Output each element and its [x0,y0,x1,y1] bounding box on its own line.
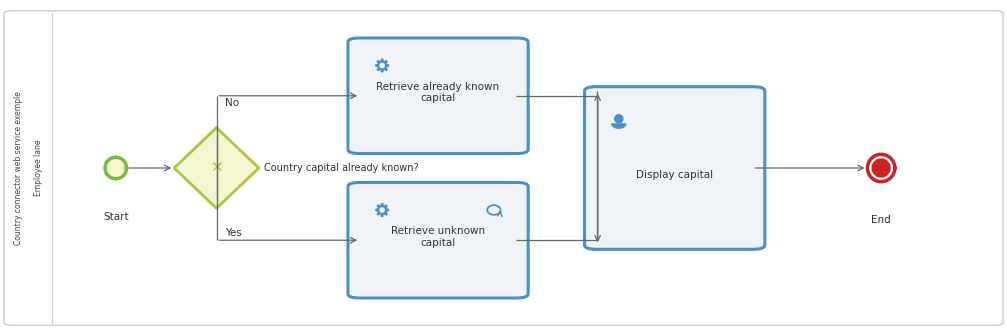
Text: Yes: Yes [225,228,242,239]
Text: ✕: ✕ [210,161,223,175]
Polygon shape [380,64,385,68]
Text: End: End [871,215,891,225]
FancyBboxPatch shape [348,38,528,154]
Text: Country capital already known?: Country capital already known? [264,163,419,173]
Polygon shape [614,115,623,123]
Polygon shape [105,157,127,179]
Polygon shape [376,59,389,72]
FancyBboxPatch shape [584,87,765,249]
FancyBboxPatch shape [348,182,528,298]
Text: Display capital: Display capital [636,170,713,180]
Polygon shape [380,208,385,212]
Text: Start: Start [103,212,129,222]
Polygon shape [174,128,259,208]
Polygon shape [867,154,895,182]
Text: Employee lane: Employee lane [34,140,42,196]
Text: Retrieve already known
capital: Retrieve already known capital [377,82,499,103]
Text: Retrieve unknown
capital: Retrieve unknown capital [391,226,485,248]
Polygon shape [872,159,890,177]
Text: No: No [225,97,239,108]
FancyBboxPatch shape [4,11,1003,325]
Polygon shape [612,124,625,128]
Polygon shape [376,204,389,216]
Text: Country connector web service exemple: Country connector web service exemple [14,91,22,245]
